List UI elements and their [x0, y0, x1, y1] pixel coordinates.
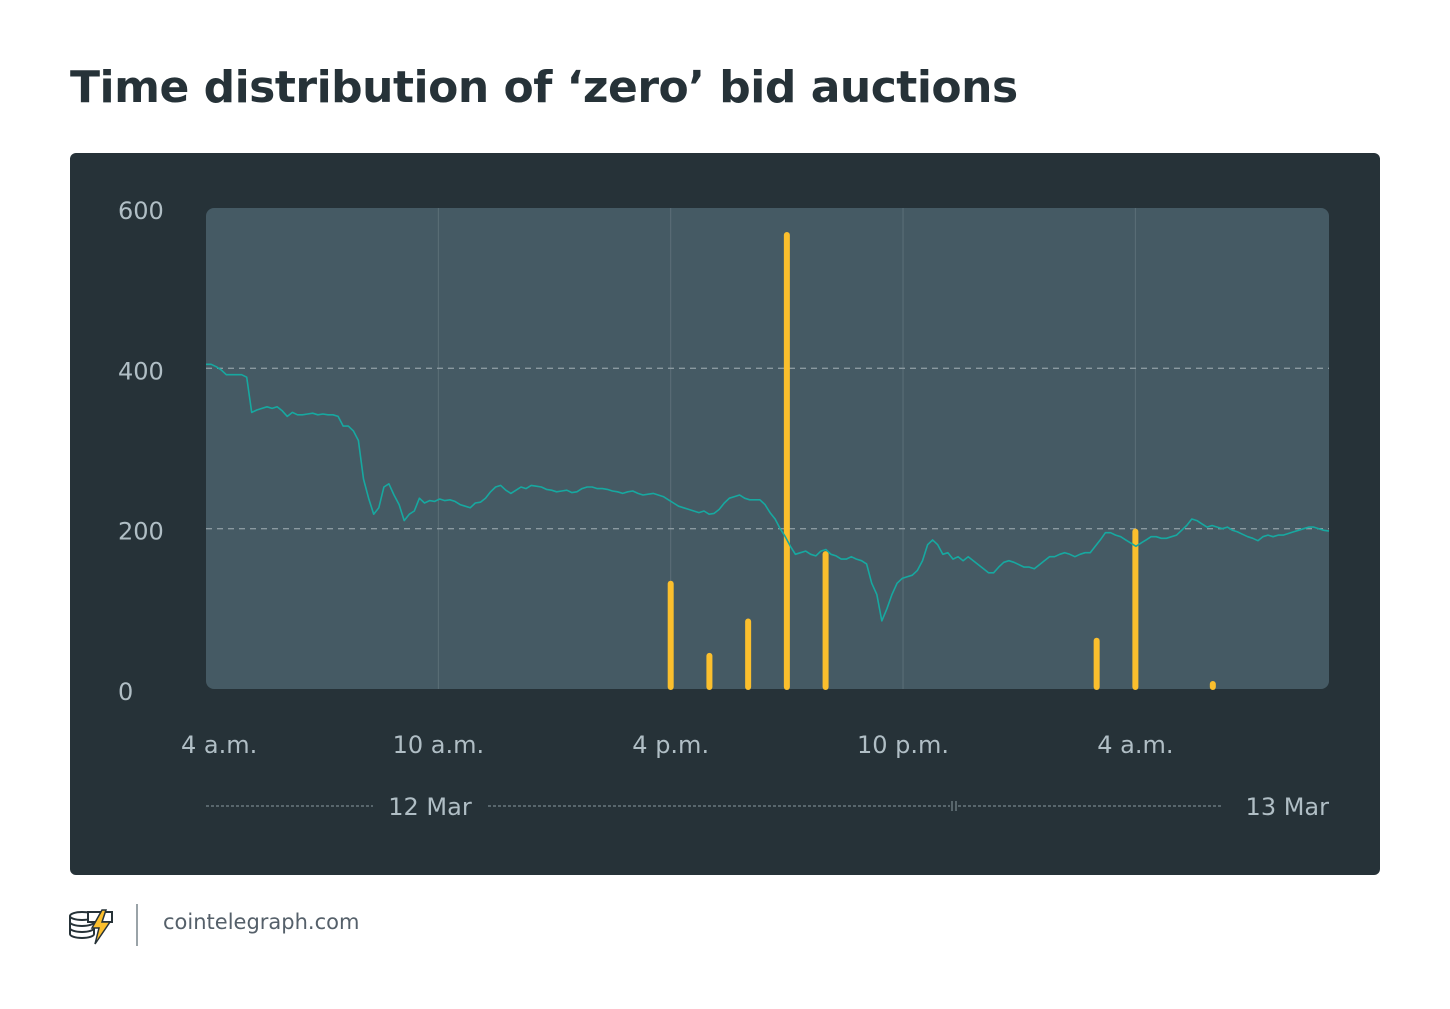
x-tick-label: 4 a.m.: [1097, 731, 1173, 759]
line-path: [206, 363, 1330, 622]
footer: cointelegraph.com: [68, 900, 468, 950]
x-tick-label: 4 p.m.: [632, 731, 709, 759]
bar: [667, 580, 674, 690]
bar: [783, 232, 790, 691]
bar: [1132, 528, 1139, 690]
dashed-gridlines: [206, 367, 1329, 530]
y-tick-label: 0: [118, 678, 133, 706]
cointelegraph-logo-icon: [69, 909, 113, 945]
x-tick-label: 4 a.m.: [181, 731, 257, 759]
chart-title: Time distribution of ‘zero’ bid auctions: [70, 62, 1018, 113]
bar: [706, 652, 713, 690]
footer-divider: [136, 904, 138, 946]
y-tick-label: 600: [118, 197, 164, 225]
y-tick-label: 200: [118, 518, 164, 546]
x-axis-ticks: 4 a.m. 10 a.m. 4 p.m. 10 p.m. 4 a.m.: [181, 731, 1174, 759]
y-tick-label: 400: [118, 357, 164, 385]
bar: [1093, 637, 1100, 690]
date-label: 13 Mar: [1246, 793, 1330, 821]
plot-area: [206, 208, 1329, 689]
x-tick-label: 10 a.m.: [393, 731, 485, 759]
line-series: [206, 363, 1330, 622]
bar-series: [667, 232, 1216, 691]
x-tick-label: 10 p.m.: [857, 731, 949, 759]
bar: [1209, 680, 1216, 690]
date-label: 12 Mar: [388, 793, 472, 821]
date-axis: 12 Mar 13 Mar: [206, 793, 1329, 821]
chart-panel: 0 200 400 600 4 a.m. 10 a.m. 4 p.m. 10 p.m. 4 a…: [70, 153, 1380, 875]
bar: [822, 551, 829, 690]
site-name[interactable]: cointelegraph.com: [163, 910, 360, 934]
bar: [745, 618, 752, 690]
y-axis-ticks: 0 200 400 600: [118, 197, 164, 706]
